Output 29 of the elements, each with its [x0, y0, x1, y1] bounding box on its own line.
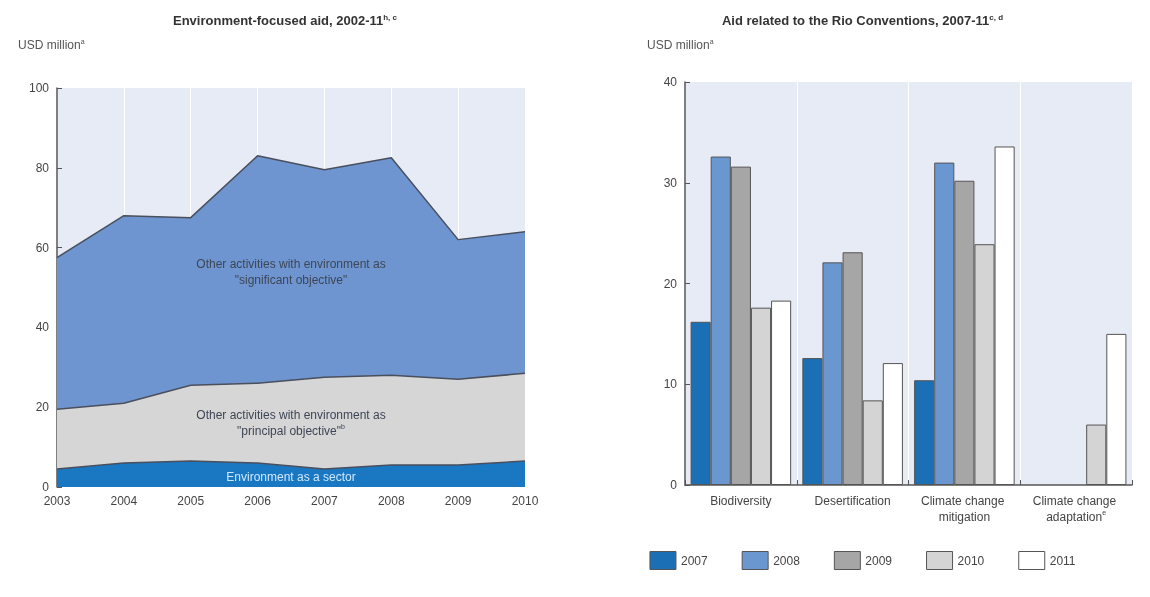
x-tick-label: Desertification: [814, 494, 891, 508]
x-tick-label: 2007: [311, 494, 339, 508]
x-tick-label: 2003: [43, 494, 71, 508]
y-tick-label: 20: [663, 276, 678, 291]
y-tick-label: 0: [670, 478, 678, 492]
y-tick-label: 100: [28, 81, 50, 95]
y-tick-label: 20: [35, 400, 50, 415]
x-tick-label: 2004: [110, 494, 138, 508]
x-tick-label: 2009: [444, 494, 472, 508]
y-tick-label: 0: [42, 480, 50, 494]
x-tick-label: Biodiversity: [710, 494, 772, 508]
x-tick-label: 2008: [377, 494, 405, 508]
series-label: Other activities with environment as "significant objective": [196, 256, 386, 287]
y-tick-label: 80: [35, 160, 50, 175]
legend-label: 2007: [680, 553, 708, 568]
y-tick-label: 10: [663, 377, 678, 392]
legend-label: 2009: [865, 553, 893, 568]
x-tick-label: 2006: [244, 494, 272, 508]
legend-label: 2011: [1049, 553, 1076, 568]
y-tick-label: 40: [663, 75, 678, 89]
x-tick-label: Climate change mitigation: [921, 494, 1008, 524]
y-tick-label: 60: [35, 240, 50, 255]
x-tick-label: 2010: [511, 494, 539, 508]
y-tick-label: 30: [663, 175, 678, 190]
legend-label: 2008: [773, 553, 801, 568]
series-label: Environment as a sector: [226, 469, 356, 484]
x-tick-label: 2005: [177, 494, 205, 508]
legend-label: 2010: [957, 553, 985, 568]
y-tick-label: 40: [35, 320, 50, 335]
